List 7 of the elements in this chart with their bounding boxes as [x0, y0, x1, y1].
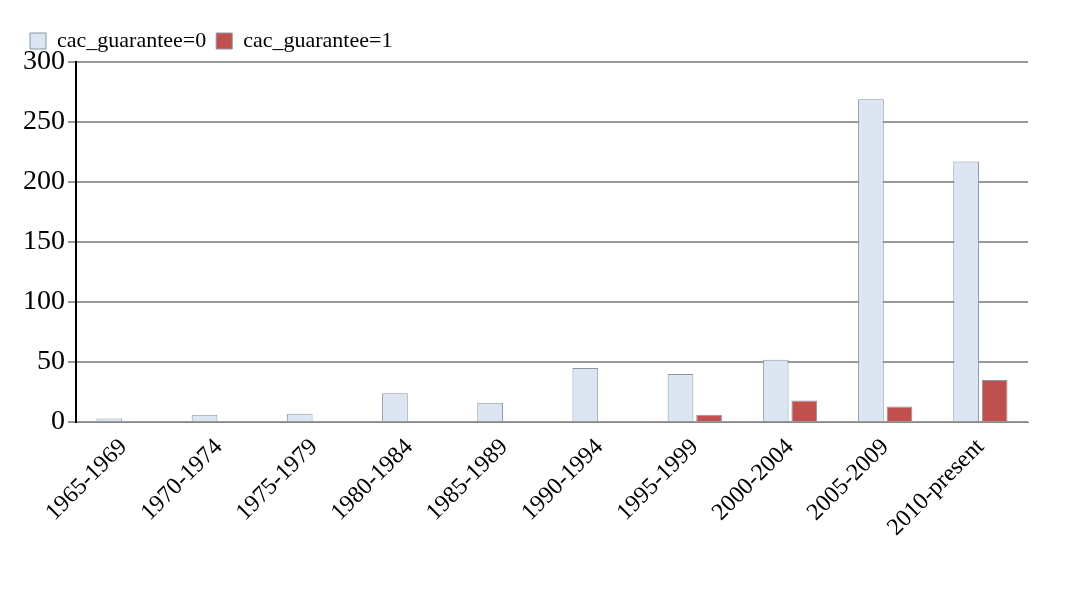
legend-label: cac_guarantee=1 — [243, 26, 393, 52]
y-tick-label: 200 — [23, 164, 65, 196]
y-tick-label: 0 — [51, 404, 65, 436]
y-tick-label: 100 — [23, 284, 65, 316]
y-tick-label: 50 — [37, 344, 65, 376]
y-tick-label: 150 — [23, 224, 65, 256]
y-tick-label: 250 — [23, 104, 65, 136]
